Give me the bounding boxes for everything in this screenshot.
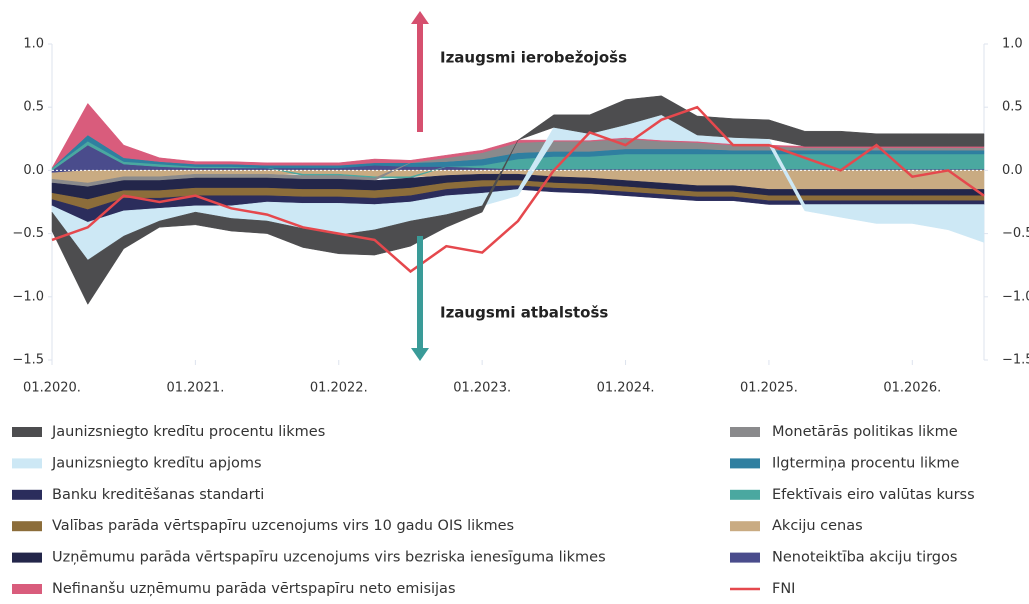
legend-swatch: [730, 552, 760, 563]
annotation: Izaugsmi atbalstošs: [440, 304, 608, 322]
legend-label: Ilgtermiņa procentu likme: [772, 455, 960, 471]
plot-area: [51, 95, 985, 305]
legend-swatch: [730, 521, 760, 532]
y-tick-label: −1.0: [12, 289, 44, 304]
legend-label: Banku kreditēšanas standarti: [52, 487, 264, 503]
legend-label: Valības parāda vērtspapīru uzcenojums vi…: [52, 518, 514, 534]
y-tick-label: 1.0: [23, 37, 44, 52]
legend-label: Uzņēmumu parāda vērtspapīru uzcenojums v…: [52, 550, 606, 566]
y2-tick-label: 0.5: [1002, 100, 1023, 115]
y2-tick-label: −1.0: [1002, 289, 1029, 304]
legend-swatch: [12, 584, 42, 594]
legend-swatch: [12, 489, 42, 500]
y2-tick-label: −1.5: [1002, 353, 1029, 368]
y-tick-label: −0.5: [12, 226, 44, 241]
annotation: Izaugsmi ierobežojošs: [440, 49, 627, 67]
legend-swatch: [12, 521, 42, 532]
y2-tick-label: 0.0: [1002, 163, 1023, 178]
x-tick-label: 01.2021.: [166, 381, 224, 396]
legend-swatch: [730, 427, 760, 437]
legend-swatch: [12, 427, 42, 437]
legend-label: Efektīvais eiro valūtas kurss: [772, 487, 975, 503]
y-tick-label: 0.5: [23, 100, 44, 115]
x-tick-label: 01.2022.: [310, 381, 368, 396]
legend-swatch: [730, 489, 760, 500]
legend-label: Nefinanšu uzņēmumu parāda vērtspapīru ne…: [52, 581, 456, 597]
y-tick-label: 0.0: [23, 163, 44, 178]
legend-label: Jaunizsniegto kredītu apjoms: [51, 455, 262, 471]
y2-tick-label: −0.5: [1002, 226, 1029, 241]
x-tick-label: 01.2020.: [23, 381, 81, 396]
legend-label: FNI: [772, 581, 795, 597]
line: [51, 105, 985, 274]
legend-label: Jaunizsniegto kredītu procentu likmes: [51, 424, 325, 440]
legend-label: Akciju cenas: [772, 518, 863, 534]
legend-swatch: [730, 458, 760, 469]
legend-label: Monetārās politikas likme: [772, 424, 958, 440]
down-arrow-head: [411, 348, 429, 361]
legend-swatch: [12, 458, 42, 469]
x-tick-label: 01.2025.: [740, 381, 798, 396]
up-arrow-head: [411, 11, 429, 24]
legend-label: Nenoteiktība akciju tirgos: [772, 550, 957, 566]
area: [51, 95, 985, 305]
x-tick-label: 01.2023.: [453, 381, 511, 396]
x-tick-label: 01.2024.: [597, 381, 655, 396]
y2-tick-label: 1.0: [1002, 37, 1023, 52]
area: [51, 102, 985, 169]
y-tick-label: −1.5: [12, 353, 44, 368]
legend-swatch: [12, 552, 42, 563]
x-tick-label: 01.2026.: [883, 381, 941, 396]
